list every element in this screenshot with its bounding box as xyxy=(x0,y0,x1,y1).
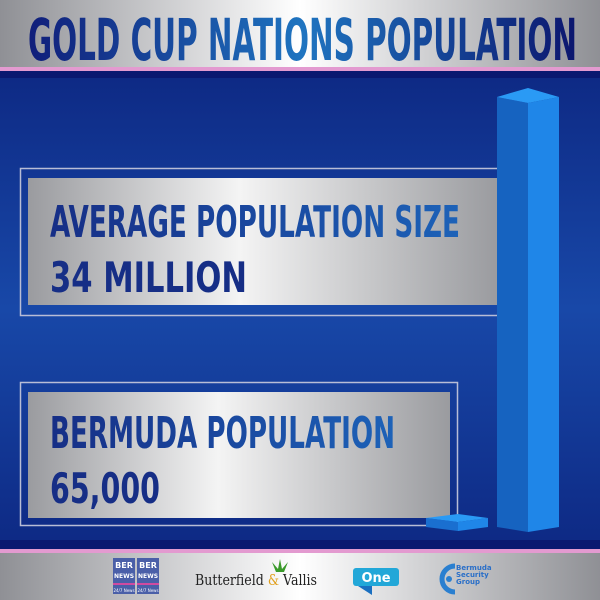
bermuda-population-bar xyxy=(426,514,488,531)
svg-text:Security: Security xyxy=(456,571,489,579)
pink-divider xyxy=(0,549,600,553)
navy-divider xyxy=(0,71,600,78)
bernews-logo: BER NEWS 24/7 News BER NEWS 24/7 News xyxy=(113,558,159,594)
panel-label: BERMUDA POPULATION xyxy=(50,408,395,459)
sponsor-footer xyxy=(0,553,600,600)
svg-text:BER: BER xyxy=(115,561,133,570)
leaf-icon xyxy=(272,559,288,572)
panel-value: 34 MILLION xyxy=(50,253,247,302)
svg-text:Group: Group xyxy=(456,578,480,586)
navy-divider xyxy=(0,540,600,549)
svg-text:BER: BER xyxy=(139,561,157,570)
panel-frame xyxy=(19,381,459,527)
svg-text:Butterfield & Vallis: Butterfield & Vallis xyxy=(195,571,317,589)
svg-text:NEWS: NEWS xyxy=(114,573,134,580)
panel-value: 65,000 xyxy=(50,464,160,513)
svg-text:One: One xyxy=(361,571,390,586)
header-band xyxy=(0,0,600,68)
svg-text:Bermuda: Bermuda xyxy=(456,564,492,572)
page-title: GOLD CUP NATIONS POPULATION xyxy=(28,6,577,74)
panel-label: AVERAGE POPULATION SIZE xyxy=(50,197,460,248)
pink-divider xyxy=(0,67,600,71)
bermuda-population-panel xyxy=(28,392,450,518)
average-population-panel xyxy=(28,178,498,305)
one-logo: One xyxy=(353,568,399,595)
svg-text:24/7 News: 24/7 News xyxy=(113,588,134,593)
butterfield-vallis-logo: Butterfield & Vallis xyxy=(195,559,317,589)
average-population-bar xyxy=(497,88,559,532)
svg-text:24/7 News: 24/7 News xyxy=(137,588,158,593)
bermuda-security-group-logo: Bermuda Security Group xyxy=(439,563,492,595)
svg-text:NEWS: NEWS xyxy=(138,573,158,580)
